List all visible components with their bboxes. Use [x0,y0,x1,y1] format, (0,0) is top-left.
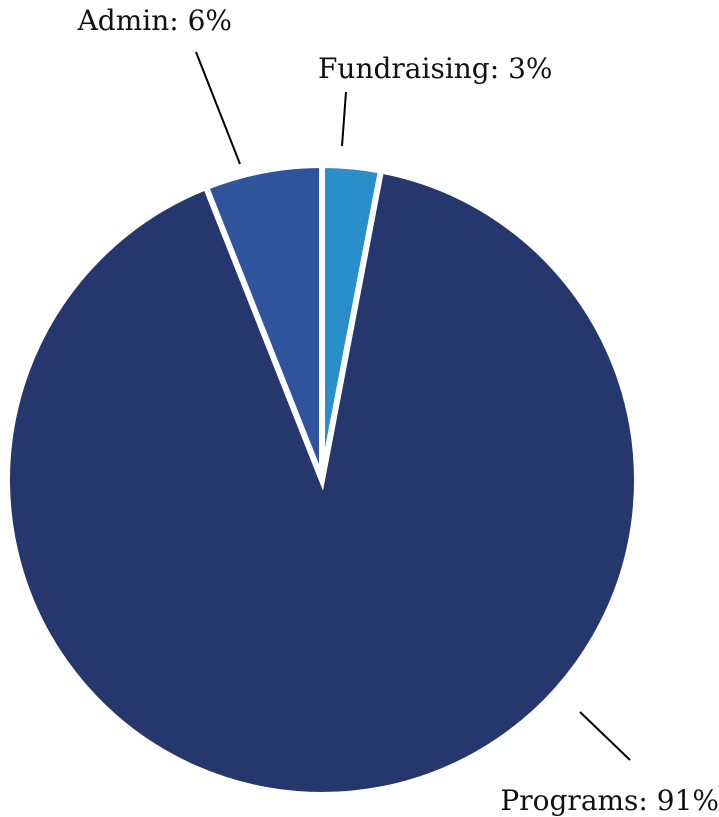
slice-label-admin: Admin: 6% [77,4,232,37]
pie-slice-admin [202,161,325,482]
leader-line-programs [579,711,631,761]
slice-labels: Fundraising: 3% Programs: 91% Admin: 6% [77,4,719,817]
pie-slice-programs [4,167,640,798]
slice-label-fundraising: Fundraising: 3% [318,52,553,85]
leader-lines [195,51,631,761]
leader-line-admin [195,51,241,165]
pie-slices [4,161,640,798]
leader-line-fundraising [341,91,347,147]
slice-label-programs: Programs: 91% [500,784,719,817]
